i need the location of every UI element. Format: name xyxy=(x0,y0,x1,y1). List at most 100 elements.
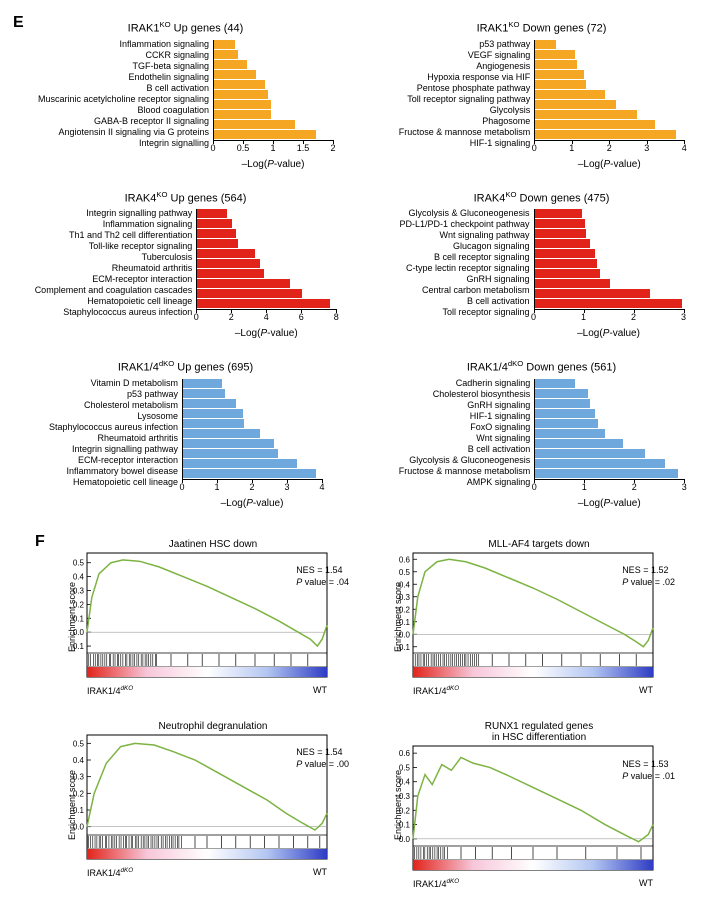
bar xyxy=(535,130,676,139)
bar xyxy=(197,229,236,238)
axis-tick: 0 xyxy=(532,143,537,153)
bar-label: Inflammatory bowel disease xyxy=(66,466,178,477)
axis-tick: 0.5 xyxy=(237,143,250,153)
bar-chart: IRAK4KO Up genes (564)Integrin signallin… xyxy=(20,190,351,340)
bar-label: p53 pathway xyxy=(479,39,530,50)
bar-label: Glucagon signaling xyxy=(453,241,530,252)
bar xyxy=(535,259,598,268)
bar xyxy=(197,249,255,258)
axis-tick: 1 xyxy=(569,143,574,153)
bar-chart: IRAK1/4dKO Down genes (561)Cadherin sign… xyxy=(376,359,707,509)
gsea-right-label: WT xyxy=(639,878,653,889)
gsea-left-label: IRAK1/4dKO xyxy=(87,685,133,696)
bar-label: Pentose phosphate pathway xyxy=(417,83,531,94)
bar xyxy=(535,399,590,408)
bar-label: PD-L1/PD-1 checkpoint pathway xyxy=(399,219,529,230)
bar xyxy=(535,219,585,228)
axis-tick: 1 xyxy=(215,482,220,492)
bar xyxy=(183,439,274,448)
bar-label: Glycolysis xyxy=(490,105,531,116)
bar-label: Th1 and Th2 cell differentiation xyxy=(69,230,192,241)
bar xyxy=(214,90,268,99)
bar xyxy=(197,259,260,268)
bar-chart: IRAK1/4dKO Up genes (695) Vitamin D metab… xyxy=(20,359,351,509)
gsea-title: Jaatinen HSC down xyxy=(65,539,361,550)
bar-label: HIF-1 signaling xyxy=(470,138,531,149)
bar-label: GnRH signaling xyxy=(467,400,530,411)
bar xyxy=(535,439,623,448)
bar xyxy=(214,110,271,119)
x-axis-label: –Log(P-value) xyxy=(182,498,322,509)
gsea-right-label: WT xyxy=(639,685,653,696)
bar xyxy=(214,40,235,49)
axis-tick: 0 xyxy=(194,312,199,322)
y-axis-label: Enrichment score xyxy=(67,770,77,840)
axis-tick: 2 xyxy=(229,312,234,322)
axis-tick: 4 xyxy=(264,312,269,322)
bar-label: Cadherin signaling xyxy=(456,378,531,389)
bar-label: Wnt signaling pathway xyxy=(439,230,529,241)
bar xyxy=(197,269,264,278)
bar xyxy=(183,459,297,468)
gsea-stats: NES = 1.54P value = .00 xyxy=(296,747,349,770)
gsea-right-label: WT xyxy=(313,867,327,878)
gsea-title: RUNX1 regulated genesin HSC differentiat… xyxy=(391,721,687,743)
gsea-left-label: IRAK1/4dKO xyxy=(413,685,459,696)
chart-title: IRAK1KO Down genes (72) xyxy=(477,20,607,35)
axis-tick: 3 xyxy=(682,482,687,492)
bar xyxy=(535,299,683,308)
bar-label: Vitamin D metabolism xyxy=(91,378,178,389)
bar xyxy=(197,209,227,218)
gsea-right-label: WT xyxy=(313,685,327,696)
bar xyxy=(197,289,302,298)
bar-label: Central carbon metabolism xyxy=(422,285,530,296)
bar-label: GnRH signaling xyxy=(467,274,530,285)
panel-f: F Jaatinen HSC downEnrichment score-0.10… xyxy=(15,539,707,889)
bar-label: Fructose & mannose metabolism xyxy=(399,466,531,477)
panel-e-label: E xyxy=(13,14,24,32)
axis-tick: 3 xyxy=(681,312,686,322)
bar-label: Cholesterol biosynthesis xyxy=(433,389,531,400)
gsea-stats: NES = 1.54P value = .04 xyxy=(296,565,349,588)
bar-label: HIF-1 signaling xyxy=(470,411,531,422)
bar-label: GABA-B receptor II signaling xyxy=(94,116,209,127)
bar xyxy=(535,279,610,288)
bar-label: Glycolysis & Gluconeogenesis xyxy=(408,208,529,219)
bar-label: C-type lectin receptor signaling xyxy=(406,263,530,274)
gsea-plot: MLL-AF4 targets downEnrichment score-0.1… xyxy=(391,539,687,696)
bar-label: Tuberculosis xyxy=(142,252,193,263)
x-axis-label: –Log(P-value) xyxy=(534,159,684,170)
gsea-plot: Neutrophil degranulationEnrichment score… xyxy=(65,721,361,889)
axis-tick: 2 xyxy=(632,482,637,492)
svg-text:0.6: 0.6 xyxy=(399,749,411,758)
bar xyxy=(214,100,271,109)
gsea-left-label: IRAK1/4dKO xyxy=(413,878,459,889)
bar xyxy=(535,269,600,278)
axis-tick: 2 xyxy=(607,143,612,153)
axis-tick: 0 xyxy=(531,312,536,322)
chart-title: IRAK1KO Up genes (44) xyxy=(128,20,244,35)
bar xyxy=(214,80,265,89)
bar-chart: IRAK1KO Down genes (72)p53 pathwayVEGF s… xyxy=(376,20,707,170)
bar-label: Hematopoietic cell lineage xyxy=(73,477,178,488)
bar xyxy=(535,389,588,398)
bar xyxy=(535,379,575,388)
chart-title: IRAK1/4dKO Up genes (695) xyxy=(118,359,253,374)
chart-title: IRAK4KO Down genes (475) xyxy=(474,190,610,205)
bar xyxy=(535,419,598,428)
axis-tick: 4 xyxy=(682,143,687,153)
axis-tick: 1 xyxy=(582,482,587,492)
bar xyxy=(535,289,650,298)
bar-label: Staphylococcus aureus infection xyxy=(63,307,192,318)
bar-label: Rheumatoid arthritis xyxy=(112,263,193,274)
axis-tick: 6 xyxy=(299,312,304,322)
x-axis-label: –Log(P-value) xyxy=(534,498,684,509)
bar xyxy=(535,70,584,79)
bar xyxy=(535,449,645,458)
gsea-left-label: IRAK1/4dKO xyxy=(87,867,133,878)
axis-tick: 0 xyxy=(180,482,185,492)
bar-label: Toll receptor signaling pathway xyxy=(407,94,530,105)
bar-charts-grid: IRAK1KO Up genes (44)Inflammation signal… xyxy=(20,20,707,509)
bar xyxy=(197,219,232,228)
chart-title: IRAK4KO Up genes (564) xyxy=(125,190,247,205)
